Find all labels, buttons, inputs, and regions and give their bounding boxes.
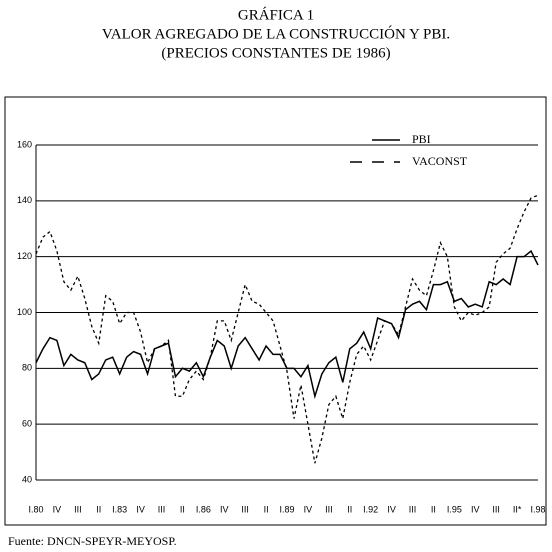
y-tick-label tick: 160 <box>17 139 32 149</box>
series-line <box>35 249 539 400</box>
source: Fuente: DNCN-SPEYR-MEYOSP. <box>8 534 177 548</box>
x-tick-label: III <box>492 504 500 514</box>
y-tick-label tick: 60 <box>22 419 32 429</box>
x-tick-label: II <box>96 504 101 514</box>
x-tick-label: I.83 <box>112 504 127 514</box>
x-tick-label: III <box>74 504 82 514</box>
y-tick-label tick: 100 <box>17 307 32 317</box>
series-line <box>35 194 539 464</box>
y-tick-label tick: 140 <box>17 195 32 205</box>
x-tick-label: III <box>325 504 333 514</box>
x-tick-label: III <box>241 504 249 514</box>
legend-label: VACONST <box>412 154 468 168</box>
x-tick-label: II* <box>513 504 522 514</box>
y-tick-label tick: 40 <box>22 474 32 484</box>
x-tick-label: IV <box>304 504 313 514</box>
x-tick-label: II <box>180 504 185 514</box>
chart-title: (PRECIOS CONSTANTES DE 1986) <box>161 45 390 61</box>
x-tick-label: IV <box>136 504 145 514</box>
x-tick-label: I.86 <box>196 504 211 514</box>
y-tick-label tick: 120 <box>17 251 32 261</box>
x-tick-label: I.95 <box>447 504 462 514</box>
x-tick-label: I.89 <box>279 504 294 514</box>
x-tick-label: IV <box>387 504 396 514</box>
y-tick-label tick: 80 <box>22 363 32 373</box>
frame <box>4 96 547 526</box>
x-tick-label: I.80 <box>28 504 43 514</box>
x-tick-label: II <box>347 504 352 514</box>
legend-label: PBI <box>412 132 431 146</box>
x-tick-label: III <box>158 504 166 514</box>
x-tick-label: IV <box>220 504 229 514</box>
chart-title: GRÁFICA 1 <box>238 6 314 23</box>
x-tick-label: II <box>431 504 436 514</box>
chart-title: VALOR AGREGADO DE LA CONSTRUCCIÓN Y PBI. <box>102 25 450 42</box>
x-tick-label: IV <box>53 504 62 514</box>
x-tick-label: II <box>264 504 269 514</box>
x-tick-label: I.92 <box>363 504 378 514</box>
x-tick-label: IV <box>471 504 480 514</box>
x-tick-label: I.98 <box>530 504 545 514</box>
x-tick-label: III <box>409 504 417 514</box>
